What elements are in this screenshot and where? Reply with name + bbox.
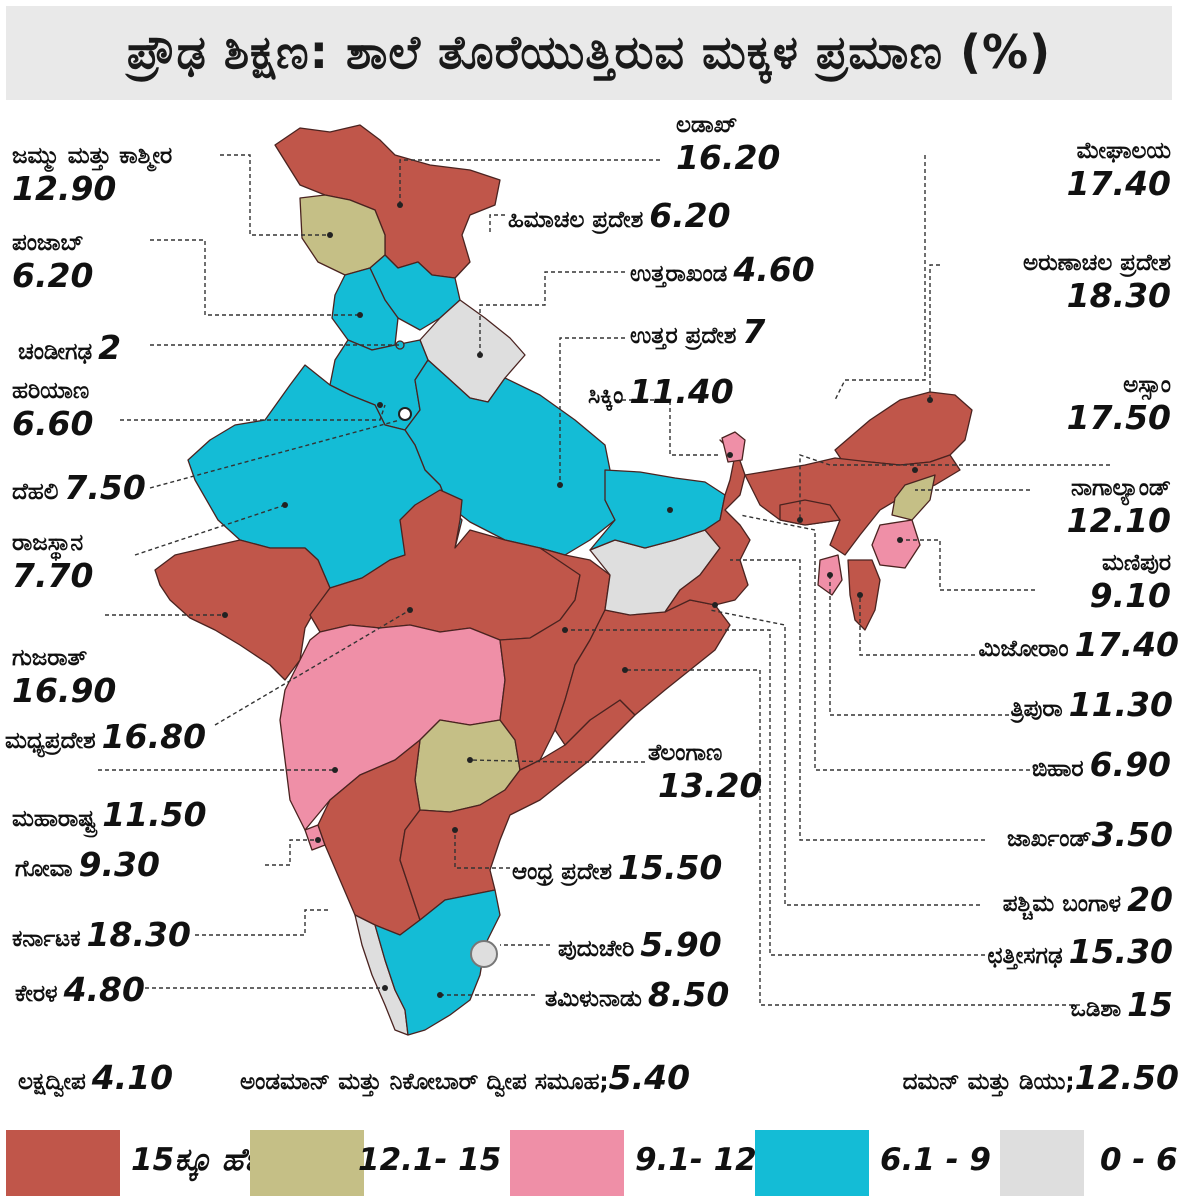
label-uttarakhand: ಉತ್ತರಾಖಂಡ 4.60 [630,250,815,289]
label-andaman: ಅಂಡಮಾನ್ ಮತ್ತು ನಿಕೋಬಾರ್ ದ್ವೀಪ ಸಮೂಹ;5.40 [240,1058,691,1097]
label-sikkim: ಸಿಕ್ಕಿಂ 11.40 [588,372,734,411]
label-ladakh: ಲಡಾಖ್ 16.20 [676,112,781,177]
legend-swatch [250,1130,364,1196]
label-manipur: ಮಣಿಪುರ 9.10 [1089,550,1171,615]
title-banner: ಪ್ರೌಢ ಶಿಕ್ಷಣ: ಶಾಲೆ ತೊರೆಯುತ್ತಿರುವ ಮಕ್ಕಳ ಪ… [6,6,1172,100]
legend-swatch [6,1130,120,1196]
legend-swatch [755,1130,869,1196]
label-nagaland: ನಾಗಾಲ್ಯಾಂಡ್ 12.10 [1066,475,1171,540]
label-lakshadweep: ಲಕ್ಷದ್ವೀಪ 4.10 [18,1058,174,1097]
legend: 15ಕ್ಕೂ ಹೆಚ್ಚು 12.1- 15 9.1- 12 6.1 - 9 0… [0,1130,1191,1200]
label-daman: ದಮನ್ ಮತ್ತು ಡಿಯು;12.50 [902,1058,1179,1097]
legend-swatch [510,1130,624,1196]
region-puducherry [470,940,498,968]
label-arunachal: ಅರುಣಾಚಲ ಪ್ರದೇಶ 18.30 [1023,250,1171,315]
region-delhi [398,407,412,421]
label-jharkhand: ಜಾರ್ಖಂಡ್3.50 [1007,815,1173,854]
legend-label: 0 - 6 [1100,1142,1178,1178]
label-meghalaya: ಮೇಘಾಲಯ 17.40 [1066,138,1171,203]
label-rajasthan: ರಾಜಸ್ಥಾನ 7.70 [12,530,94,595]
label-maharashtra: ಮಹಾರಾಷ್ಟ್ರ 11.50 [12,795,207,834]
label-haryana: ಹರಿಯಾಣ 6.60 [12,378,94,443]
label-ap: ಆಂಧ್ರ ಪ್ರದೇಶ 15.50 [512,848,723,887]
leader-lines [98,154,1110,1006]
label-tripura: ತ್ರಿಪುರಾ 11.30 [1010,685,1173,724]
legend-swatch [1000,1130,1084,1196]
label-chandigarh: ಚಂಡೀಗಢ 2 [18,328,122,367]
legend-label: 9.1- 12 [635,1142,757,1178]
label-karnataka: ಕರ್ನಾಟಕ 18.30 [12,915,191,954]
region-mizoram [847,559,881,631]
region-sikkim [721,431,746,463]
label-hp: ಹಿಮಾಚಲ ಪ್ರದೇಶ 6.20 [508,196,731,235]
legend-label: 6.1 - 9 [880,1142,991,1178]
region-meghalaya [779,499,841,526]
page-title: ಪ್ರೌಢ ಶಿಕ್ಷಣ: ಶಾಲೆ ತೊರೆಯುತ್ತಿರುವ ಮಕ್ಕಳ ಪ… [126,25,1052,79]
label-delhi: ದೆಹಲಿ 7.50 [12,468,146,507]
region-manipur [871,519,921,569]
leader-dots [222,202,933,998]
label-mp: ಮಧ್ಯಪ್ರದೇಶ 16.80 [5,717,207,756]
label-mizoram: ಮಿಜೋರಾಂ 17.40 [978,625,1179,664]
label-jk: ಜಮ್ಮು ಮತ್ತು ಕಾಶ್ಮೀರ 12.90 [12,143,173,208]
legend-label: 12.1- 15 [358,1142,502,1178]
label-gujarat: ಗುಜರಾತ್ 16.90 [12,645,117,710]
india-map [98,124,1110,1036]
label-punjab: ಪಂಜಾಬ್ 6.20 [12,230,94,295]
label-assam: ಅಸ್ಸಾಂ 17.50 [1066,372,1171,437]
label-puducherry: ಪುದುಚೇರಿ 5.90 [558,925,722,964]
region-arunachal [834,391,973,466]
label-goa: ಗೋವಾ 9.30 [15,845,160,884]
label-odisha: ಒಡಿಶಾ 15 [1070,985,1173,1024]
region-wb [664,439,751,613]
label-chhattisgarh: ಛತ್ತೀಸಗಢ 15.30 [987,932,1174,971]
region-gujarat [154,539,331,681]
label-tn: ತಮಿಳುನಾಡು 8.50 [545,975,730,1014]
label-telangana: ತೆಲಂಗಾಣ 13.20 [648,740,763,805]
label-kerala: ಕೇರಳ 4.80 [15,970,145,1009]
region-tn [374,889,501,1036]
region-bihar [589,469,726,551]
label-up: ಉತ್ತರ ಪ್ರದೇಶ 7 [630,312,766,351]
label-wb: ಪಶ್ಚಿಮ ಬಂಗಾಳ 20 [1002,880,1173,919]
label-bihar: ಬಿಹಾರ 6.90 [1031,745,1171,784]
